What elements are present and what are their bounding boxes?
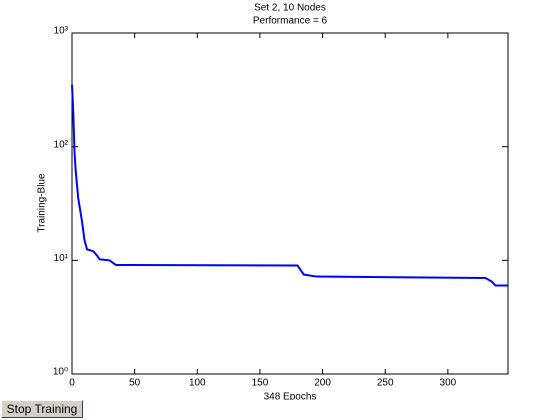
x-tick-label: 250: [377, 378, 394, 389]
y-tick-label: 10²: [54, 139, 69, 150]
x-tick-label: 200: [314, 378, 331, 389]
y-tick-label: 10⁰: [53, 367, 68, 378]
x-tick-label: 50: [129, 378, 141, 389]
y-tick-label: 10¹: [54, 253, 69, 264]
chart: Set 2, 10 Nodes Performance = 6 348 Epoc…: [37, 3, 509, 400]
x-tick-label: 150: [252, 378, 269, 389]
plot-area: [71, 32, 509, 375]
x-tick-label: 100: [189, 378, 206, 389]
stop-training-button[interactable]: Stop Training: [1, 400, 83, 418]
chart-title: Set 2, 10 Nodes: [254, 3, 326, 14]
y-tick-label: 10³: [54, 26, 69, 37]
y-axis-label: Training-Blue: [37, 173, 48, 233]
training-line: [71, 84, 508, 287]
x-tick-label: 300: [440, 378, 457, 389]
chart-subtitle: Performance = 6: [253, 16, 328, 27]
x-axis-label: 348 Epochs: [264, 392, 317, 400]
x-tick-label: 0: [69, 378, 75, 389]
